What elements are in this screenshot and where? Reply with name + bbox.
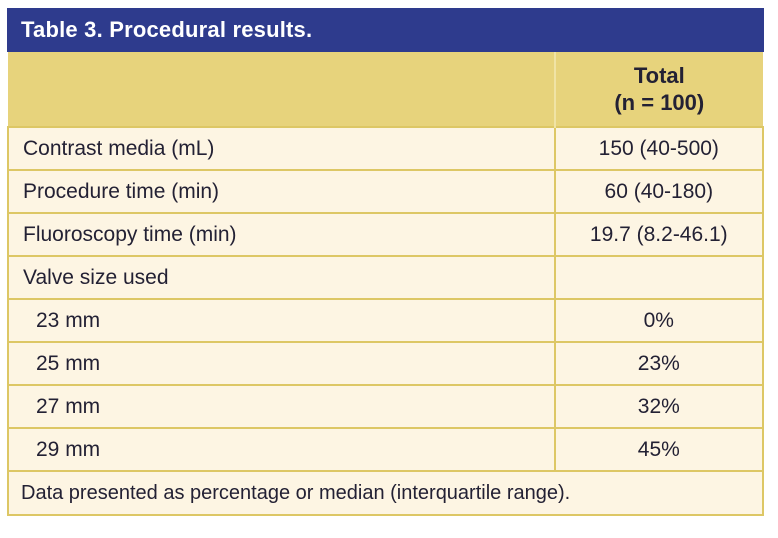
row-label: 25 mm xyxy=(7,341,556,386)
footnote-row: Data presented as percentage or median (… xyxy=(7,470,764,516)
row-value: 150 (40-500) xyxy=(553,126,765,171)
table-title: Table 3. Procedural results. xyxy=(21,17,313,42)
row-label: 27 mm xyxy=(7,384,556,429)
table-row-contrast-media: Contrast media (mL) 150 (40-500) xyxy=(7,126,765,171)
row-value: 32% xyxy=(553,384,765,429)
table-row-25mm: 25 mm 23% xyxy=(7,341,765,386)
table-row-23mm: 23 mm 0% xyxy=(7,298,765,343)
row-label: Valve size used xyxy=(7,255,556,300)
table-title-bar: Table 3. Procedural results. xyxy=(7,8,764,52)
row-value: 19.7 (8.2-46.1) xyxy=(553,212,765,257)
row-value: 60 (40-180) xyxy=(553,169,765,214)
table-row-valve-size-used: Valve size used xyxy=(7,255,765,300)
row-label: Fluoroscopy time (min) xyxy=(7,212,556,257)
header-empty-cell xyxy=(8,52,555,127)
header-row: Total (n = 100) xyxy=(8,52,763,127)
row-value: 0% xyxy=(553,298,765,343)
table-row-procedure-time: Procedure time (min) 60 (40-180) xyxy=(7,169,765,214)
row-value: 45% xyxy=(553,427,765,472)
row-label: 29 mm xyxy=(7,427,556,472)
row-label: Contrast media (mL) xyxy=(7,126,556,171)
table-row-27mm: 27 mm 32% xyxy=(7,384,765,429)
header-total-label: Total xyxy=(633,62,685,88)
footnote-text: Data presented as percentage or median (… xyxy=(7,470,764,516)
header-total-n: (n = 100) xyxy=(614,90,705,115)
row-label: 23 mm xyxy=(7,298,556,343)
row-value: 23% xyxy=(553,341,765,386)
table-body: Total (n = 100) Contrast media (mL) 150 … xyxy=(7,52,765,516)
row-value xyxy=(553,255,765,300)
row-label: Procedure time (min) xyxy=(7,169,556,214)
table-row-29mm: 29 mm 45% xyxy=(7,427,765,472)
table-row-fluoroscopy-time: Fluoroscopy time (min) 19.7 (8.2-46.1) xyxy=(7,212,765,257)
procedural-results-table: Table 3. Procedural results. Total (n = … xyxy=(7,8,765,516)
header-total-cell: Total (n = 100) xyxy=(553,52,763,127)
